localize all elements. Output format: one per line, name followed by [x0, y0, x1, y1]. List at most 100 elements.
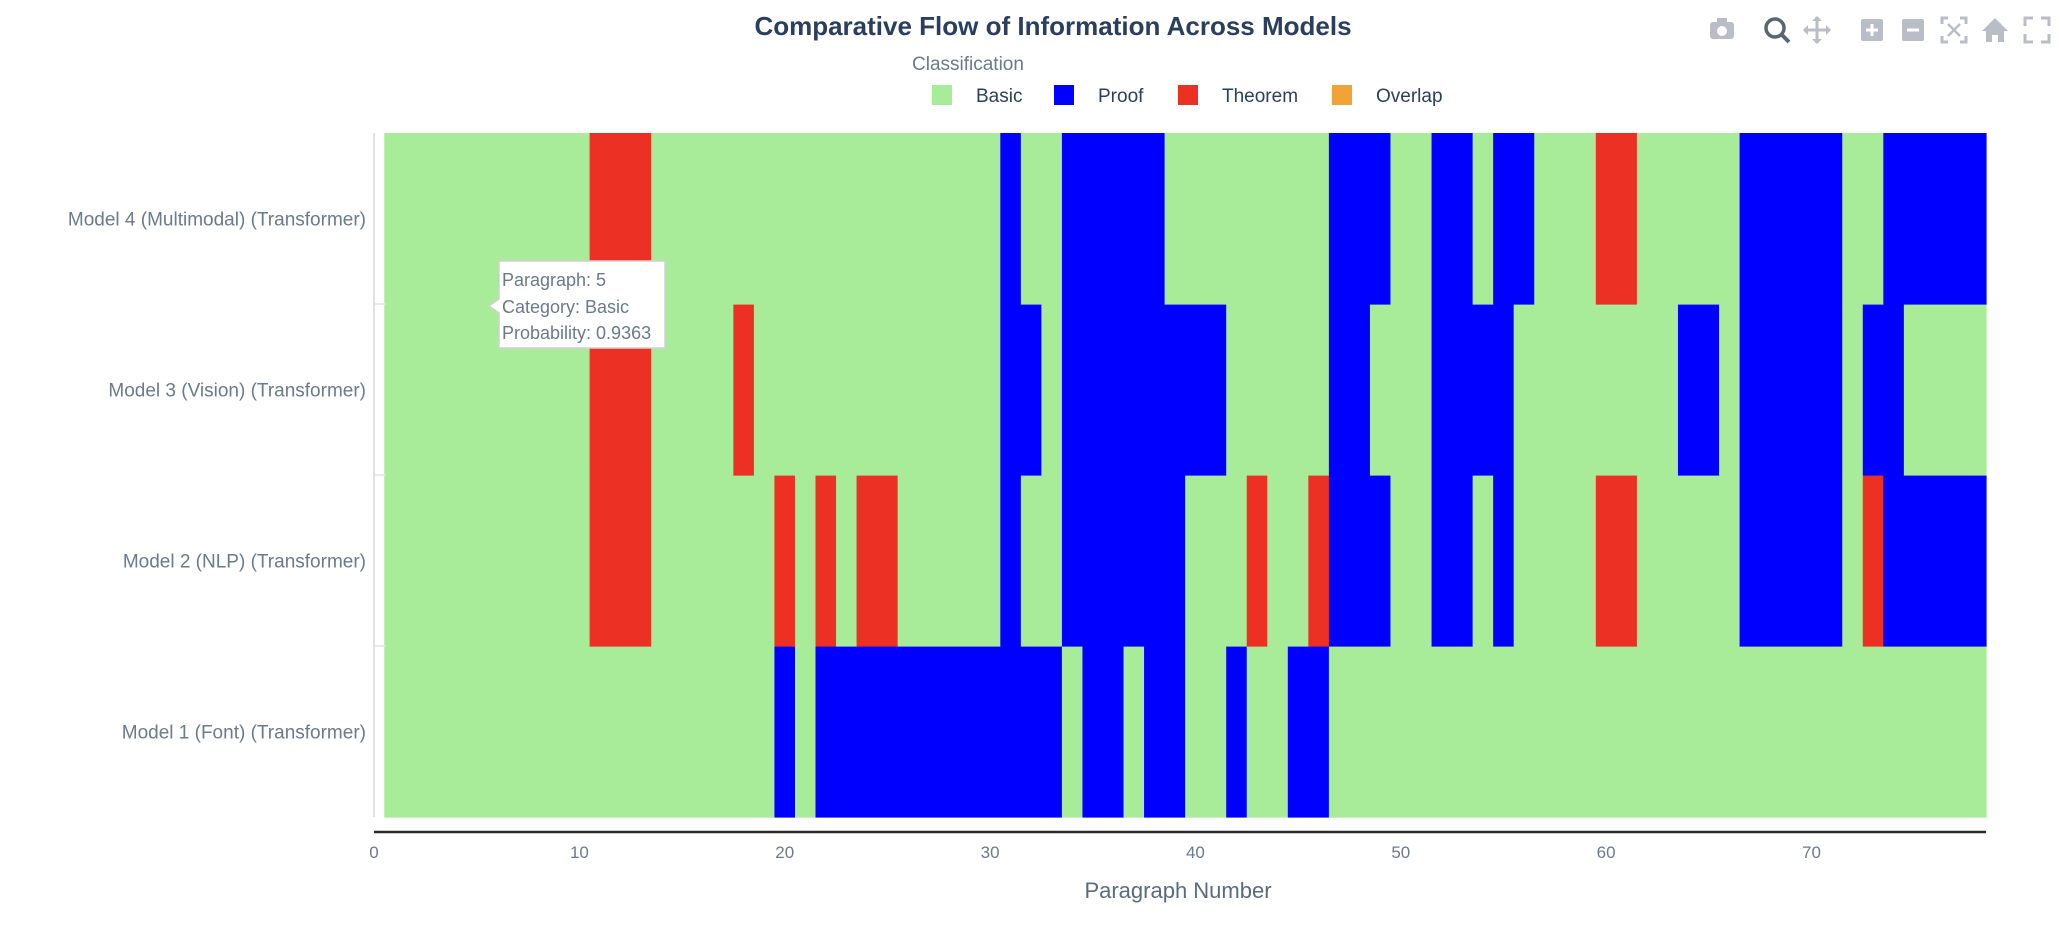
heatmap-cell[interactable] — [1431, 475, 1474, 647]
heatmap-cell[interactable] — [1000, 133, 1022, 305]
y-tick-label: Model 3 (Vision) (Transformer) — [108, 381, 366, 402]
heatmap-cell[interactable] — [1513, 304, 1679, 476]
tooltip-box — [487, 260, 666, 349]
heatmap-cell[interactable] — [651, 133, 1001, 305]
heatmap-cell[interactable] — [1041, 304, 1063, 476]
heatmap-cell[interactable] — [815, 475, 837, 647]
heatmap-cell[interactable] — [794, 475, 817, 647]
legend-swatch — [1054, 85, 1074, 105]
heatmap-cell[interactable] — [1123, 646, 1145, 818]
heatmap-cell[interactable] — [1061, 304, 1227, 476]
heatmap-cell[interactable] — [384, 646, 776, 818]
heatmap-cell[interactable] — [1842, 304, 1864, 476]
heatmap-cell[interactable] — [1472, 133, 1494, 305]
heatmap-cell[interactable] — [384, 475, 591, 647]
heatmap-cell[interactable] — [1082, 646, 1125, 818]
heatmap-cell[interactable] — [1431, 133, 1474, 305]
zoom-icon[interactable]: Zoom — [1764, 17, 1791, 44]
heatmap-cell[interactable] — [1246, 475, 1268, 647]
legend-label: Proof — [1098, 86, 1144, 107]
heatmap-cell[interactable] — [1061, 646, 1084, 818]
heatmap-cell[interactable] — [1719, 304, 1741, 476]
legend-item-proof[interactable]: Proof — [1054, 85, 1144, 107]
heatmap-cell[interactable] — [1903, 304, 1987, 476]
heatmap-cell[interactable] — [1513, 475, 1597, 647]
heatmap-cell[interactable] — [1842, 133, 1884, 305]
heatmap-cell[interactable] — [651, 475, 776, 647]
heatmap-cell[interactable] — [836, 475, 858, 647]
legend-item-basic[interactable]: Basic — [932, 85, 1022, 107]
heatmap-cell[interactable] — [1000, 475, 1022, 647]
x-tick-labels: 0 10 20 30 40 50 60 70 — [369, 843, 1821, 862]
fullscreen-icon[interactable]: Full screen — [2023, 16, 2051, 44]
autoscale-icon[interactable]: Autoscale — [1940, 16, 1968, 44]
heatmap-cell[interactable] — [753, 304, 1001, 476]
heatmap-cell[interactable] — [856, 475, 899, 647]
heatmap-cell[interactable] — [1862, 304, 1905, 476]
x-tick-label: 40 — [1186, 843, 1205, 862]
heatmap-cell[interactable] — [1020, 475, 1063, 647]
heatmap-cell[interactable] — [1739, 304, 1843, 476]
heatmap-cell[interactable] — [1061, 133, 1166, 305]
camera-icon[interactable]: Download plot as png — [1710, 18, 1734, 39]
heatmap-cell[interactable] — [1595, 475, 1638, 647]
heatmap-cell[interactable] — [1061, 475, 1186, 647]
legend-item-theorem[interactable]: Theorem — [1178, 85, 1298, 107]
heatmap-cell[interactable] — [1308, 475, 1330, 647]
heatmap-cell[interactable] — [1636, 475, 1741, 647]
heatmap-cell[interactable] — [1226, 646, 1248, 818]
heatmap-cell[interactable] — [1842, 475, 1864, 647]
heatmap-cell[interactable] — [1636, 133, 1741, 305]
heatmap-cell[interactable] — [1739, 475, 1843, 647]
heatmap-cell[interactable] — [1226, 304, 1330, 476]
heatmap-cell[interactable] — [1328, 646, 1987, 818]
heatmap-cell[interactable] — [589, 475, 652, 647]
heatmap-cell[interactable] — [1431, 304, 1515, 476]
heatmap-cell[interactable] — [1287, 646, 1330, 818]
heatmap-cell[interactable] — [1328, 304, 1371, 476]
heatmap-cell[interactable] — [1390, 133, 1433, 305]
heatmap-cell[interactable] — [1185, 646, 1227, 818]
modebar[interactable]: Download plot as png Zoom Pan Zoom in Zoom o… — [1710, 16, 2051, 44]
x-tick-label: 50 — [1391, 843, 1410, 862]
heatmap-cell[interactable] — [1020, 133, 1063, 305]
heatmap-cell[interactable] — [1267, 475, 1309, 647]
heatmap-cell[interactable] — [1677, 304, 1720, 476]
heatmap-cell[interactable] — [774, 475, 796, 647]
heatmap-cell[interactable] — [897, 475, 1001, 647]
y-tick-label: Model 4 (Multimodal) (Transformer) — [68, 210, 366, 231]
zoom-out-icon[interactable]: Zoom out — [1902, 19, 1924, 41]
zoom-in-icon[interactable]: Zoom in — [1861, 19, 1883, 41]
tooltip-line-probability: Probability: 0.9363 — [502, 323, 651, 343]
heatmap-cell[interactable] — [794, 646, 817, 818]
heatmap-cell[interactable] — [1328, 133, 1392, 305]
heatmap-cell[interactable] — [1000, 304, 1042, 476]
heatmap-cell[interactable] — [1472, 475, 1494, 647]
pan-icon[interactable]: Pan — [1803, 16, 1831, 44]
heatmap-cell[interactable] — [1144, 646, 1186, 818]
heatmap-cell[interactable] — [1164, 133, 1330, 305]
x-tick-label: 0 — [369, 843, 378, 862]
heatmap-cell[interactable] — [1595, 133, 1638, 305]
heatmap-cell[interactable] — [1883, 475, 1987, 647]
home-icon[interactable]: Reset axes — [1982, 18, 2008, 42]
heatmap-cell[interactable] — [1185, 475, 1248, 647]
heatmap-cells[interactable] — [384, 133, 1987, 818]
heatmap-cell[interactable] — [1862, 475, 1884, 647]
heatmap-cell[interactable] — [1534, 133, 1597, 305]
legend[interactable]: Basic Proof Theorem Overlap — [932, 85, 1443, 107]
heatmap-cell[interactable] — [1390, 475, 1433, 647]
heatmap-cell[interactable] — [1328, 475, 1392, 647]
heatmap-cell[interactable] — [1369, 304, 1433, 476]
legend-item-overlap[interactable]: Overlap — [1332, 85, 1443, 107]
heatmap-cell[interactable] — [1739, 133, 1843, 305]
heatmap-cell[interactable] — [733, 304, 755, 476]
heatmap-cell[interactable] — [774, 646, 796, 818]
x-axis-title: Paragraph Number — [1084, 878, 1271, 903]
heatmap-cell[interactable] — [1493, 475, 1515, 647]
heatmap-cell[interactable] — [1493, 133, 1535, 305]
heatmap-cell[interactable] — [815, 646, 1063, 818]
heatmap-cell[interactable] — [1246, 646, 1289, 818]
heatmap-cell[interactable] — [1883, 133, 1987, 305]
